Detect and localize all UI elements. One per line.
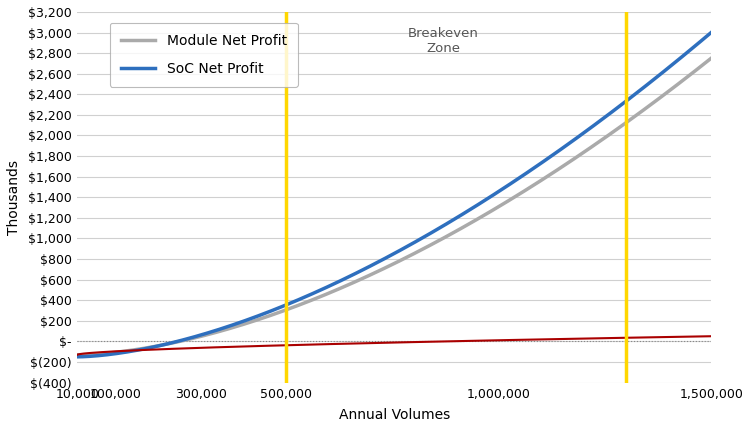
Legend: Module Net Profit, SoC Net Profit: Module Net Profit, SoC Net Profit bbox=[110, 23, 298, 87]
SoC Net Profit bbox=[364, 264, 374, 269]
Module Net Profit bbox=[572, 155, 580, 160]
Module Net Profit bbox=[105, 350, 114, 356]
Module Net Profit bbox=[688, 70, 698, 76]
Line: Module Net Profit: Module Net Profit bbox=[77, 58, 711, 355]
Module Net Profit bbox=[706, 56, 716, 61]
SoC Net Profit bbox=[688, 45, 698, 51]
X-axis label: Annual Volumes: Annual Volumes bbox=[338, 408, 450, 422]
Text: Breakeven
Zone: Breakeven Zone bbox=[408, 27, 479, 55]
SoC Net Profit bbox=[73, 354, 82, 360]
Module Net Profit bbox=[381, 265, 390, 270]
SoC Net Profit bbox=[105, 352, 114, 357]
SoC Net Profit bbox=[688, 45, 697, 51]
Module Net Profit bbox=[73, 352, 82, 357]
Y-axis label: Thousands: Thousands bbox=[7, 160, 21, 235]
SoC Net Profit bbox=[381, 256, 390, 261]
SoC Net Profit bbox=[572, 136, 580, 141]
Module Net Profit bbox=[364, 273, 374, 278]
Line: SoC Net Profit: SoC Net Profit bbox=[77, 33, 711, 357]
SoC Net Profit bbox=[706, 30, 716, 35]
Module Net Profit bbox=[688, 70, 697, 76]
